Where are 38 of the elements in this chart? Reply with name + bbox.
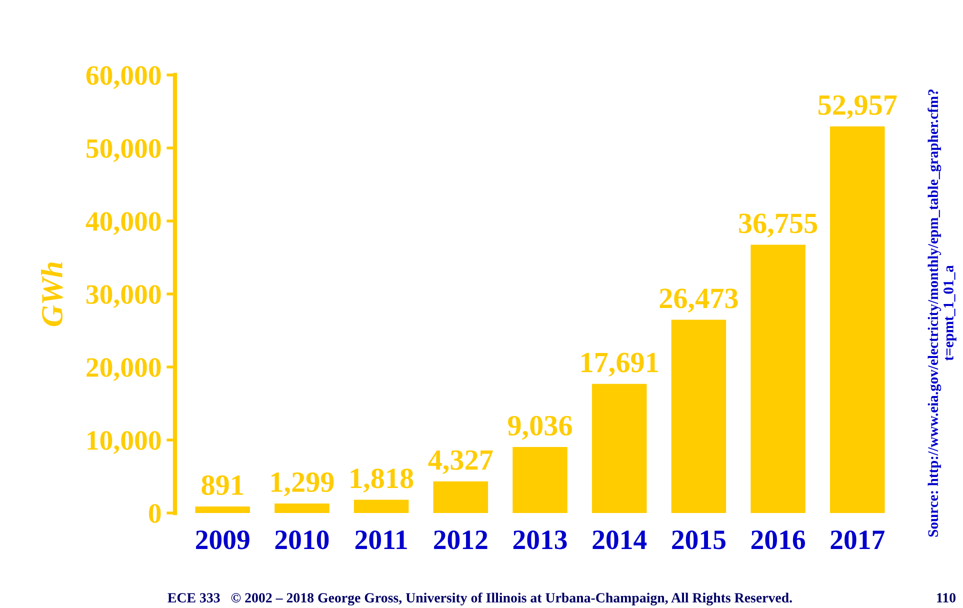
text: ECE 333 © 2002 – 2018 George Gross, University of Illinois at Urbana-Champaign, All Rights Reserved. <box>168 592 792 606</box>
x-tick-label: 2015 <box>672 530 726 550</box>
bar <box>750 244 806 513</box>
data-label: 26,473 <box>660 288 738 312</box>
data-label: 1,299 <box>271 472 334 496</box>
data-label: 9,036 <box>508 416 572 440</box>
y-axis-title: GWh <box>41 262 63 326</box>
y-tick-label: 30,000 <box>86 285 161 308</box>
bar <box>274 504 330 513</box>
y-tick-label: 10,000 <box>88 431 161 454</box>
x-tick-label: 2014 <box>592 530 647 550</box>
bar <box>512 447 568 513</box>
data-label: 4,327 <box>428 450 493 474</box>
x-tick-label: 2011 <box>355 530 407 550</box>
y-tick-label: 20,000 <box>86 358 161 381</box>
bar <box>592 384 647 513</box>
x-tick-label: 2016 <box>751 530 806 550</box>
y-tick-label: 40,000 <box>86 212 161 235</box>
data-label: 52,957 <box>818 95 897 120</box>
data-label: 1,818 <box>350 468 414 492</box>
source-note: Source: http://www.eia.gov/electricity/monthly/epm_table_grapher.cfm? t=epmt_1_01_a <box>928 89 956 537</box>
data-label: 17,691 <box>582 352 658 377</box>
y-tick-label: 0 <box>148 504 161 523</box>
x-tick-label: 2013 <box>513 530 567 550</box>
y-tick-label: 60,000 <box>86 66 161 89</box>
x-tick-label: 2010 <box>275 530 329 550</box>
bar <box>830 126 885 513</box>
x-tick-label: 2012 <box>434 530 488 550</box>
bar <box>195 506 250 513</box>
data-label: 36,755 <box>739 214 818 238</box>
text: 110 <box>937 593 956 602</box>
x-tick-label: 2009 <box>196 530 250 550</box>
y-tick-label: 50,000 <box>86 139 161 162</box>
x-tick-label: 2017 <box>830 530 884 550</box>
bar <box>354 500 409 513</box>
bar <box>433 481 488 513</box>
data-label: 891 <box>202 475 243 496</box>
bar <box>671 320 726 513</box>
